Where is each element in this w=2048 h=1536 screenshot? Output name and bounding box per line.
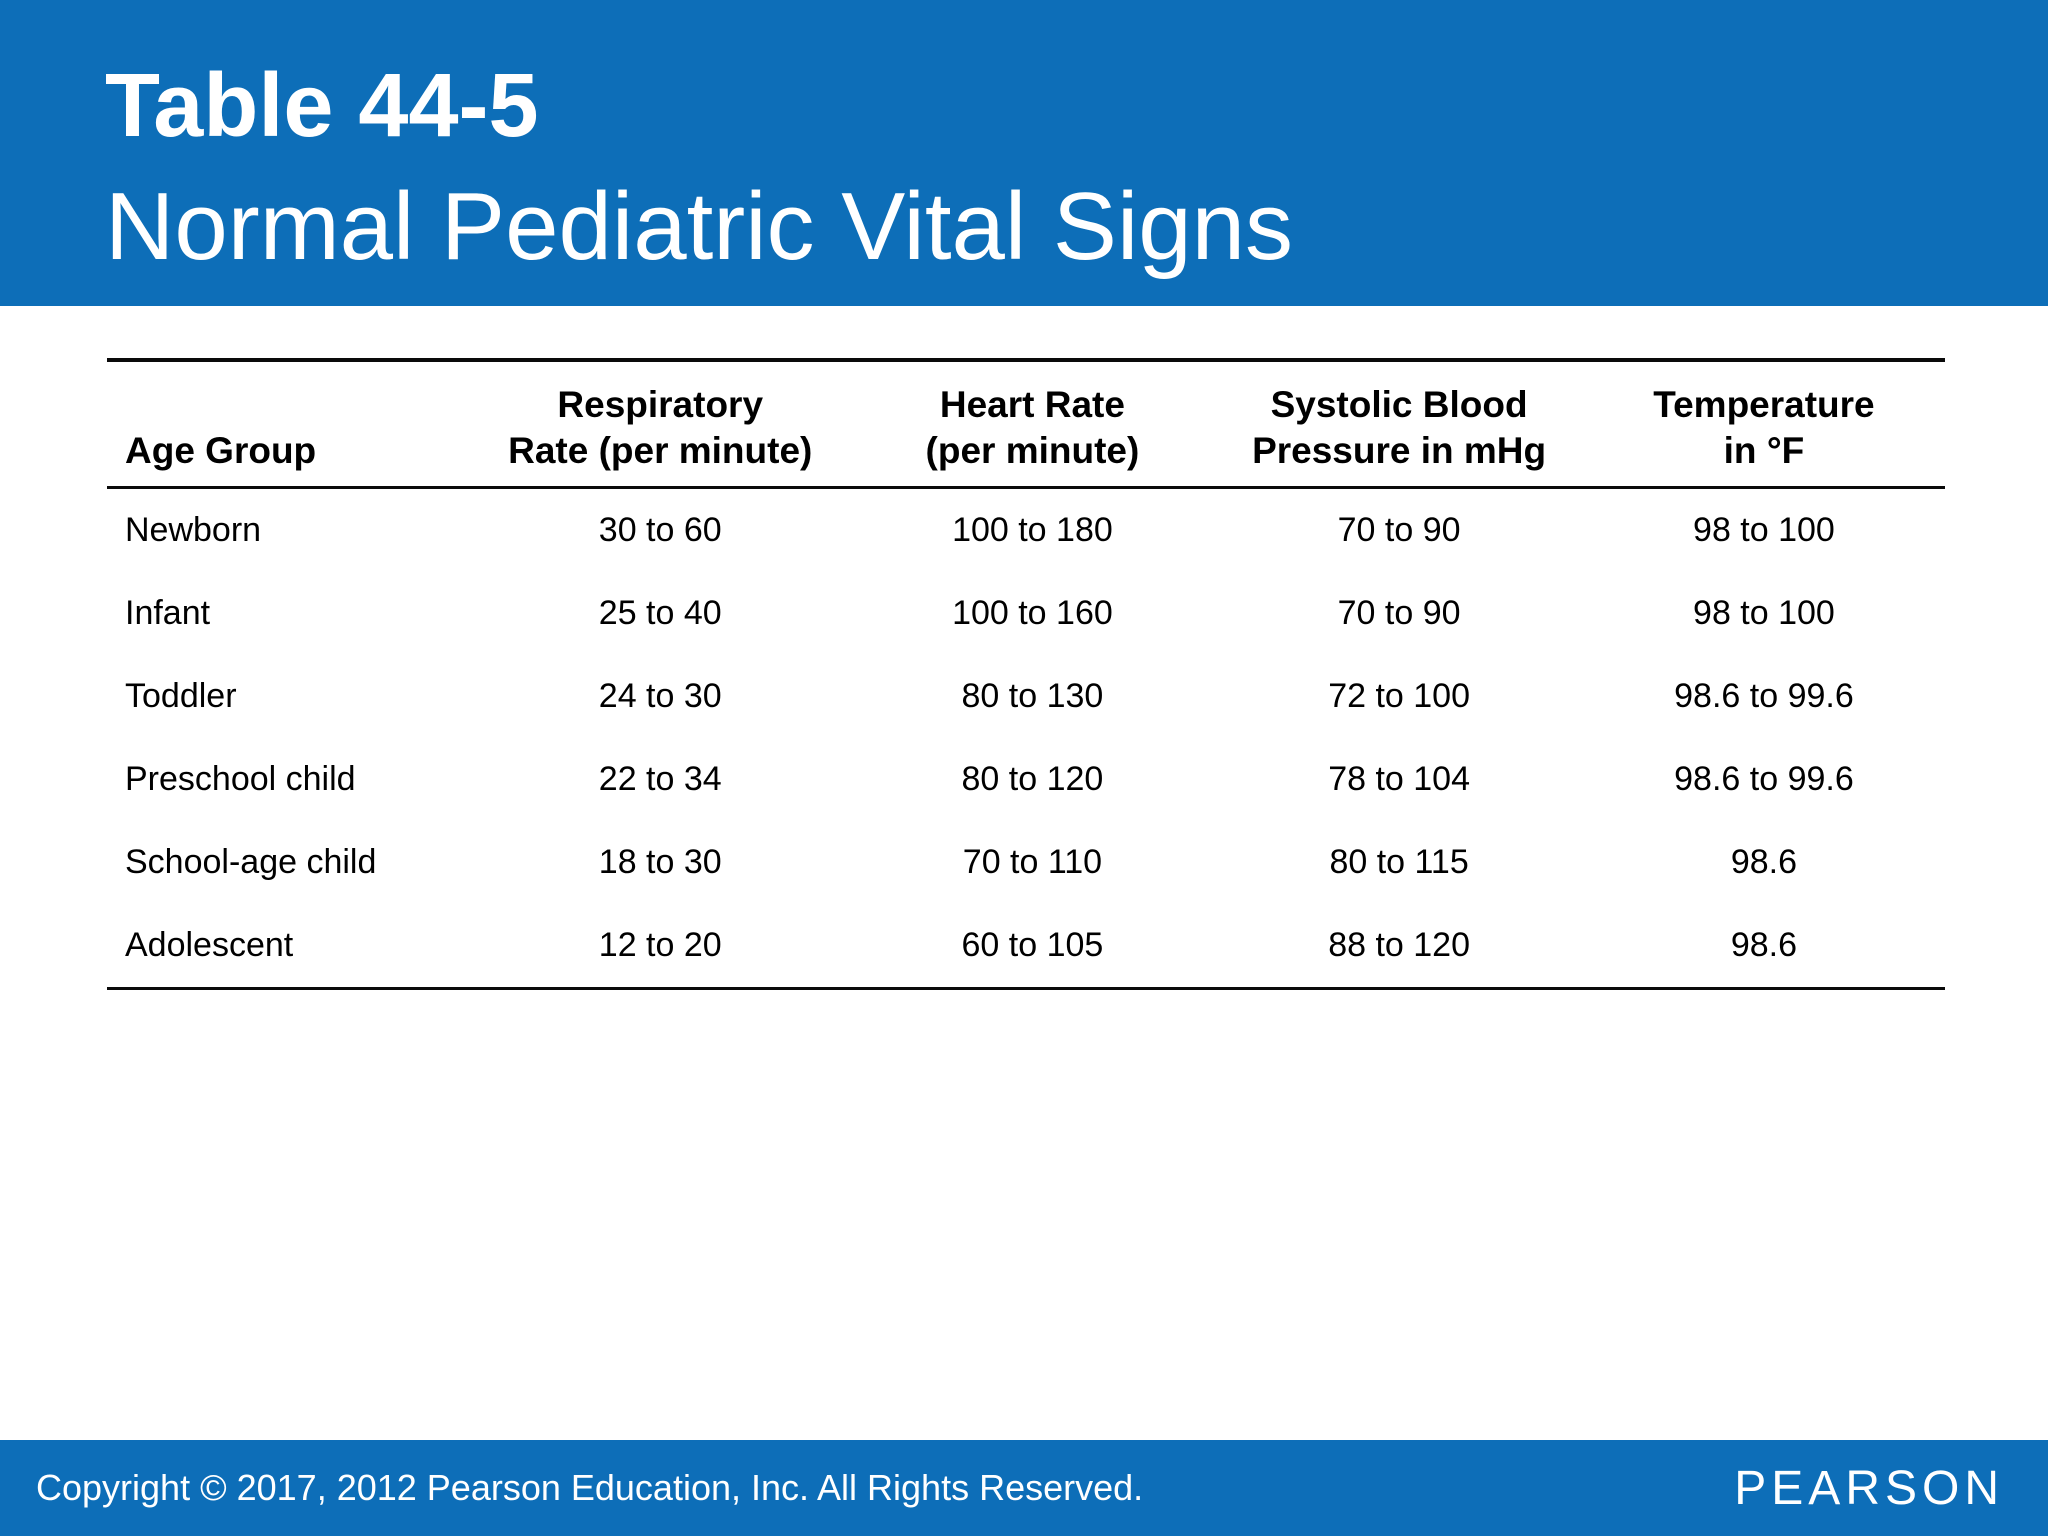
temperature-cell: 98 to 100 xyxy=(1693,594,1835,632)
column-header-age-group: Age Group xyxy=(125,430,317,471)
heart-rate-cell: 60 to 105 xyxy=(961,926,1104,964)
table-row-adolescent: Adolescent 12 to 20 60 to 105 88 to 120 … xyxy=(107,904,1945,989)
temperature-cell: 98 to 100 xyxy=(1693,511,1835,549)
systolic-bp-cell: 72 to 100 xyxy=(1328,677,1470,715)
temperature-cell: 98.6 to 99.6 xyxy=(1674,760,1854,798)
age-group-cell: Toddler xyxy=(125,677,237,715)
age-group-cell: Infant xyxy=(125,594,211,632)
title-band: Table 44-5 Normal Pediatric Vital Signs xyxy=(0,0,2048,306)
age-group-cell: Adolescent xyxy=(125,926,294,964)
table-row-preschool-child: Preschool child 22 to 34 80 to 120 78 to… xyxy=(107,738,1945,821)
heart-rate-cell: 100 to 180 xyxy=(952,511,1113,549)
slide-title: Normal Pediatric Vital Signs xyxy=(105,173,1294,280)
vital-signs-table: Age Group Respiratory Rate (per minute) … xyxy=(107,358,1945,990)
table-row-infant: Infant 25 to 40 100 to 160 70 to 90 98 t… xyxy=(107,572,1945,655)
heart-rate-cell: 80 to 130 xyxy=(961,677,1104,715)
column-header-systolic-bp: Systolic Blood Pressure in mHg xyxy=(1252,384,1547,471)
column-header-temperature: Temperature in °F xyxy=(1653,384,1875,471)
temperature-cell: 98.6 xyxy=(1730,843,1798,881)
age-group-cell: Preschool child xyxy=(125,760,356,798)
table-header-row: Age Group Respiratory Rate (per minute) … xyxy=(107,360,1945,488)
respiratory-rate-cell: 22 to 34 xyxy=(598,760,722,798)
respiratory-rate-cell: 18 to 30 xyxy=(598,843,722,881)
systolic-bp-cell: 78 to 104 xyxy=(1328,760,1470,798)
heart-rate-cell: 100 to 160 xyxy=(952,594,1113,632)
heart-rate-cell: 80 to 120 xyxy=(961,760,1104,798)
table-row-school-age-child: School-age child 18 to 30 70 to 110 80 t… xyxy=(107,821,1945,904)
systolic-bp-cell: 70 to 90 xyxy=(1337,511,1461,549)
age-group-cell: School-age child xyxy=(125,843,377,881)
respiratory-rate-cell: 30 to 60 xyxy=(598,511,722,549)
systolic-bp-cell: 88 to 120 xyxy=(1328,926,1470,964)
systolic-bp-cell: 70 to 90 xyxy=(1337,594,1461,632)
pearson-logo: PEARSON xyxy=(1734,1461,2004,1515)
respiratory-rate-cell: 12 to 20 xyxy=(598,926,722,964)
respiratory-rate-cell: 25 to 40 xyxy=(598,594,722,632)
copyright-text: Copyright © 2017, 2012 Pearson Education… xyxy=(36,1467,1144,1508)
column-header-heart-rate: Heart Rate (per minute) xyxy=(925,384,1140,471)
respiratory-rate-cell: 24 to 30 xyxy=(598,677,722,715)
temperature-cell: 98.6 to 99.6 xyxy=(1674,677,1854,715)
heart-rate-cell: 70 to 110 xyxy=(962,843,1103,881)
table-number-heading: Table 44-5 xyxy=(105,56,539,156)
table-row-newborn: Newborn 30 to 60 100 to 180 70 to 90 98 … xyxy=(107,488,1945,573)
systolic-bp-cell: 80 to 115 xyxy=(1329,843,1469,881)
column-header-respiratory-rate: Respiratory Rate (per minute) xyxy=(508,384,813,471)
age-group-cell: Newborn xyxy=(125,511,262,549)
temperature-cell: 98.6 xyxy=(1730,926,1798,964)
footer-band: Copyright © 2017, 2012 Pearson Education… xyxy=(0,1440,2048,1536)
table-row-toddler: Toddler 24 to 30 80 to 130 72 to 100 98.… xyxy=(107,655,1945,738)
